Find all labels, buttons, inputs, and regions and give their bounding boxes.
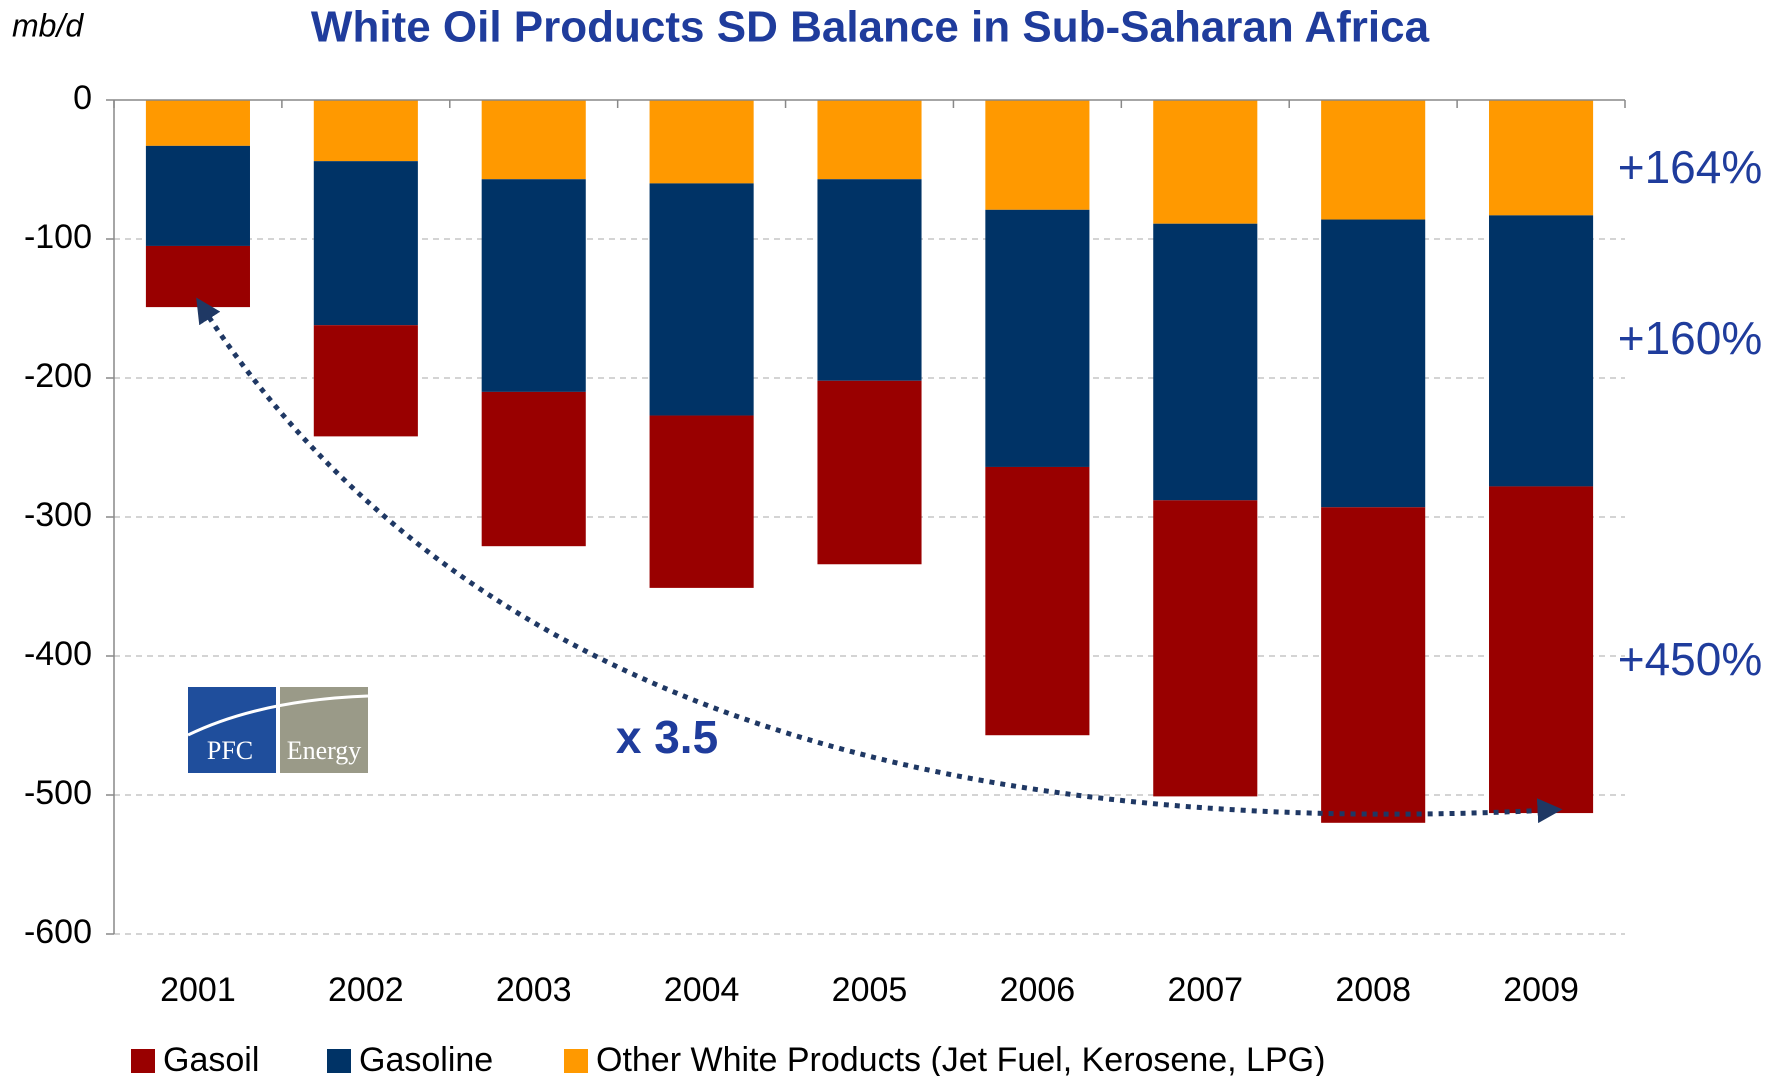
bar-segment <box>481 391 586 547</box>
bar-segment <box>649 100 754 184</box>
y-tick-label: -200 <box>24 357 92 395</box>
x-tick-label: 2006 <box>1000 971 1076 1009</box>
bar-segment <box>1153 100 1258 224</box>
x-tick-label: 2007 <box>1167 971 1243 1009</box>
x-tick-label: 2009 <box>1503 971 1579 1009</box>
bar-segment <box>649 415 754 588</box>
y-tick-label: 0 <box>73 79 92 117</box>
y-axis-label: mb/d <box>12 7 84 43</box>
bar-segment <box>649 183 754 416</box>
bar-segment <box>1489 100 1594 216</box>
trend-arrow <box>196 297 1563 824</box>
bar-segment <box>817 100 922 180</box>
bar-segment <box>985 466 1090 736</box>
annotation: +160% <box>1618 312 1763 364</box>
logo-gray <box>280 687 368 773</box>
legend-swatch <box>327 1049 351 1073</box>
bar-segment <box>985 209 1090 467</box>
y-tick-label: -500 <box>24 774 92 812</box>
bar-segment <box>1489 215 1594 487</box>
x-tick-label: 2004 <box>664 971 740 1009</box>
y-tick-label: -600 <box>24 913 92 951</box>
x-tick-label: 2003 <box>496 971 572 1009</box>
bar-segment <box>145 245 250 308</box>
legend-label: Gasoline <box>359 1041 493 1076</box>
x-tick-label: 2001 <box>160 971 236 1009</box>
logo-swoosh <box>187 694 369 737</box>
bar-segment <box>313 325 418 437</box>
bar-segment <box>145 145 250 246</box>
logo: PFC Energy <box>187 687 369 773</box>
bar-segment <box>481 100 586 180</box>
bar-segment <box>1489 486 1594 814</box>
logo-text: Energy <box>287 736 362 765</box>
bar-segment <box>313 100 418 162</box>
bar-segment <box>1321 100 1426 220</box>
annotation: +164% <box>1618 141 1763 193</box>
bar-segment <box>817 179 922 381</box>
x-tick-label: 2005 <box>832 971 908 1009</box>
legend-swatch <box>564 1049 588 1073</box>
legend-swatch <box>131 1049 155 1073</box>
logo-blue <box>188 687 276 773</box>
annotation: +450% <box>1618 633 1763 685</box>
legend-label: Other White Products (Jet Fuel, Kerosene… <box>596 1041 1325 1076</box>
bar-segment <box>985 100 1090 210</box>
x-tick-label: 2008 <box>1335 971 1411 1009</box>
plot-area: 0 -100 -200 -300 -400 -500 -600 2001 2002 2003 200… <box>24 79 1626 1076</box>
bar-segment <box>481 179 586 392</box>
bar-segment <box>1153 223 1258 501</box>
legend-label: Gasoil <box>163 1041 259 1076</box>
y-tick-label: -300 <box>24 496 92 534</box>
bar-segment <box>1321 219 1426 508</box>
bar-segment <box>1321 507 1426 823</box>
chart-title: White Oil Products SD Balance in Sub-Sah… <box>311 3 1430 52</box>
logo-text: PFC <box>207 736 253 765</box>
bar-segment <box>313 161 418 326</box>
y-tick-label: -400 <box>24 635 92 673</box>
y-tick-label: -100 <box>24 218 92 256</box>
bar-segment <box>1153 500 1258 797</box>
annotation: x 3.5 <box>616 711 718 763</box>
bar-segment <box>817 380 922 565</box>
x-tick-label: 2002 <box>328 971 404 1009</box>
bar-segment <box>145 100 250 146</box>
